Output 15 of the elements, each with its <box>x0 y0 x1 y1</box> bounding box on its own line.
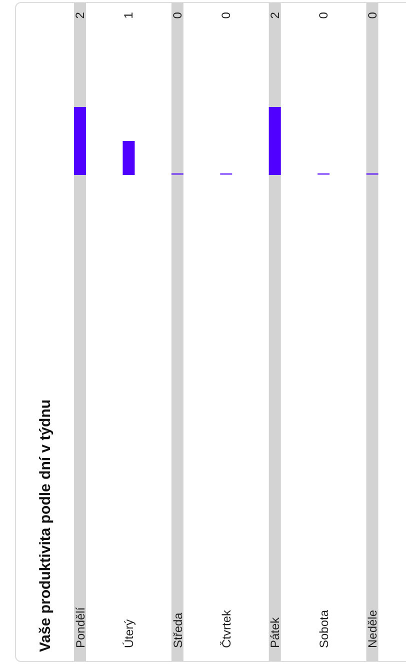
data-label: 1 <box>122 12 136 19</box>
x-tick-label: Pondělí <box>73 606 88 648</box>
x-tick-label: Úterý <box>122 619 136 648</box>
data-label: 0 <box>365 12 380 19</box>
text: Vaše produktivita podle dní v týdnu <box>37 399 54 652</box>
data-label: 0 <box>316 12 331 19</box>
data-label: 0 <box>219 12 234 19</box>
x-tick-label: Sobota <box>316 610 331 648</box>
x-tick-label: Neděle <box>366 610 380 648</box>
x-tick-label: Čtvrtek <box>220 608 234 648</box>
x-tick-label: Středa <box>170 612 185 648</box>
data-label: 2 <box>73 12 87 19</box>
x-tick-label: Pátek <box>268 616 282 648</box>
data-label: 2 <box>268 12 282 19</box>
data-label: 0 <box>170 12 184 19</box>
